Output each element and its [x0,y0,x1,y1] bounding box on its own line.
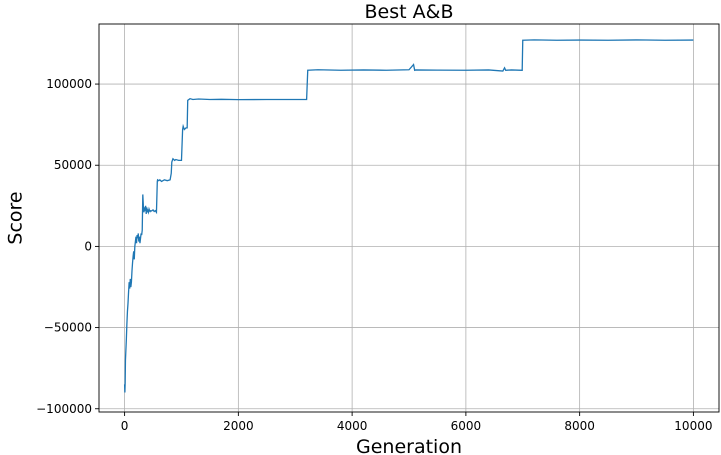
plot-frame [98,23,720,413]
y-tick-label: 100000 [46,77,92,91]
y-tick-label: −100000 [36,402,92,416]
x-axis-title: Generation [356,436,462,455]
ticks: 0 2000 4000 6000 8000 10000 −100000 −50000 0 5000… [36,77,712,433]
x-tick-label: 6000 [451,419,482,433]
x-tick-label: 0 [121,419,129,433]
y-tick-label: 50000 [54,158,92,172]
x-tick-label: 8000 [564,419,595,433]
x-tick-label: 2000 [223,419,254,433]
series-line [123,39,694,393]
x-tick-label: 4000 [337,419,368,433]
chart-title: Best A&B [365,1,454,23]
x-tick-label: 10000 [674,419,712,433]
y-axis-title: Score [5,191,27,244]
grid [99,24,719,412]
y-tick-label: 0 [84,239,92,253]
y-tick-label: −50000 [44,321,92,335]
